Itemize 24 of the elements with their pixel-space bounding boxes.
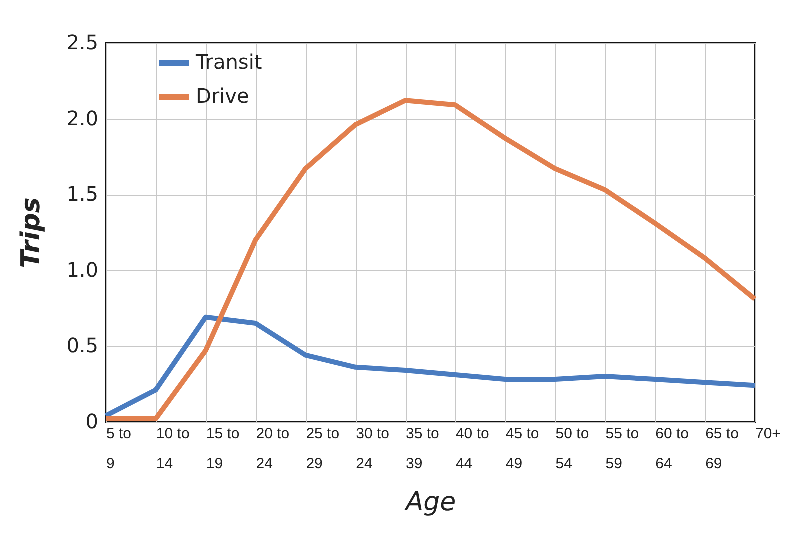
x-tick-label: 15 to 19 (206, 426, 240, 472)
x-tick-label: 30 to 24 (356, 426, 390, 472)
x-axis-title: Age (404, 488, 456, 518)
legend-label: Transit (195, 50, 262, 74)
y-tick-label: 2.0 (66, 106, 98, 130)
x-tick-label: 70+ (756, 426, 782, 442)
x-tick-label: 25 to 29 (306, 426, 340, 472)
x-tick-label: 10 to 14 (156, 426, 190, 472)
y-tick-label: 0 (86, 410, 98, 434)
x-tick-label: 55 to 59 (606, 426, 640, 472)
x-tick-label: 5 to 9 (106, 426, 132, 472)
y-tick-label: 1.0 (66, 258, 98, 282)
y-axis-title: Trips (16, 198, 47, 268)
legend-label: Drive (196, 84, 250, 108)
x-tick-label: 20 to 24 (256, 426, 290, 472)
x-tick-label: 35 to 39 (406, 426, 440, 472)
y-tick-label: 2.5 (66, 30, 98, 54)
y-tick-label: 0.5 (66, 334, 98, 358)
x-tick-label: 40 to 44 (456, 426, 490, 472)
x-tick-label: 65 to 69 (706, 426, 739, 472)
x-tick-label: 50 to 54 (556, 426, 590, 472)
y-tick-label: 1.5 (66, 182, 98, 206)
x-tick-label: 60 to 64 (656, 426, 690, 472)
x-tick-label: 45 to 49 (506, 426, 540, 472)
